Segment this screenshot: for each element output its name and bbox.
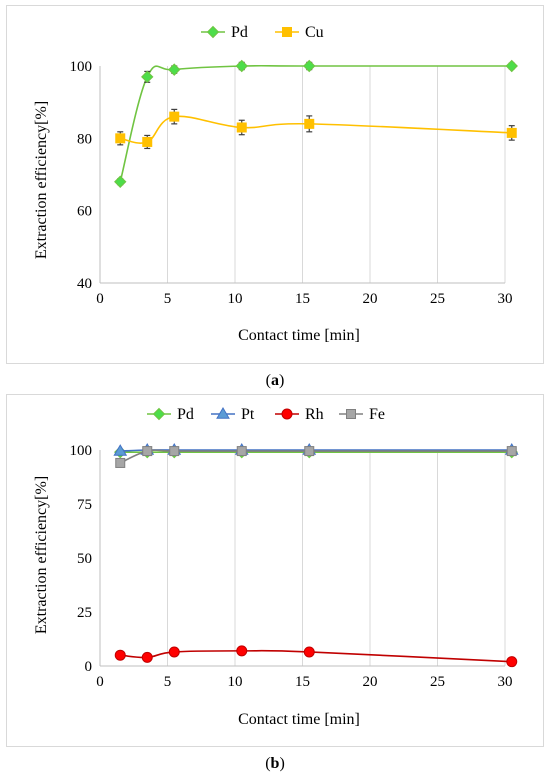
series-line-pd bbox=[119, 64, 512, 182]
legend-swatch-marker bbox=[152, 407, 166, 421]
panel-a-caption-letter: a bbox=[271, 372, 279, 389]
data-point-cu bbox=[236, 122, 247, 133]
data-point-rh bbox=[114, 649, 126, 661]
legend-swatch-marker bbox=[206, 25, 220, 39]
y-tick-label: 80 bbox=[77, 131, 92, 147]
panel-a-axes: 40 60 80 100 0 5 10 15 20 25 30 bbox=[70, 59, 513, 307]
legend-label: Pd bbox=[231, 24, 248, 41]
y-tick-label: 100 bbox=[70, 443, 93, 459]
legend-item-pd: Pd bbox=[147, 406, 194, 423]
panel-a-caption-open: ( bbox=[266, 372, 271, 389]
data-point-rh bbox=[303, 646, 315, 658]
data-point-cu bbox=[115, 133, 126, 144]
x-tick-label: 25 bbox=[430, 674, 445, 690]
data-point-cu bbox=[506, 127, 517, 138]
y-tick-label: 25 bbox=[77, 605, 92, 621]
x-tick-label: 0 bbox=[96, 291, 104, 307]
data-point-cu bbox=[142, 136, 153, 147]
panel-b-axes: 0 25 50 75 100 0 5 10 15 20 25 30 bbox=[70, 443, 513, 690]
legend-item-cu: Cu bbox=[275, 24, 324, 41]
panel-a-caption: (a) bbox=[266, 372, 285, 389]
legend-label: Fe bbox=[369, 406, 385, 423]
legend-item-fe: Fe bbox=[339, 406, 385, 423]
panel-b-caption-open: ( bbox=[265, 755, 270, 772]
x-tick-label: 5 bbox=[164, 291, 172, 307]
legend-swatch-marker bbox=[282, 27, 292, 37]
legend-item-rh: Rh bbox=[275, 406, 324, 423]
x-tick-label: 15 bbox=[295, 291, 310, 307]
panel-a-grid bbox=[167, 66, 506, 283]
chart-panel-b: 0 25 50 75 100 0 5 10 15 20 25 30 Pd Pt Rh Fe Contact … bbox=[6, 394, 544, 747]
data-point-fe bbox=[236, 446, 247, 457]
panel-a-legend: Pd Cu bbox=[201, 24, 324, 41]
panel-a-series bbox=[114, 59, 518, 188]
x-tick-label: 5 bbox=[164, 674, 172, 690]
y-tick-label: 50 bbox=[77, 551, 92, 567]
legend-item-pt: Pt bbox=[211, 406, 255, 423]
panel-b-border bbox=[6, 394, 544, 747]
panel-a-caption-close: ) bbox=[279, 372, 284, 389]
data-point-pd bbox=[114, 175, 127, 188]
data-point-fe bbox=[304, 446, 315, 457]
x-tick-label: 10 bbox=[228, 291, 243, 307]
chart-panel-a: 40 60 80 100 0 5 10 15 20 25 30 Pd Cu Contact time … bbox=[6, 5, 544, 364]
x-tick-label: 10 bbox=[228, 674, 243, 690]
y-tick-label: 40 bbox=[77, 276, 92, 292]
data-point-pd bbox=[303, 59, 316, 73]
panel-b-caption-letter: b bbox=[271, 755, 280, 772]
y-tick-label: 0 bbox=[85, 659, 93, 675]
panel-b-x-axis-label: Contact time [min] bbox=[238, 711, 360, 728]
data-point-pd bbox=[141, 70, 154, 84]
panel-b-caption-close: ) bbox=[279, 755, 284, 772]
data-point-pd bbox=[235, 59, 248, 73]
x-tick-label: 20 bbox=[363, 291, 378, 307]
x-tick-label: 25 bbox=[430, 291, 445, 307]
y-tick-label: 60 bbox=[77, 204, 92, 220]
data-point-fe bbox=[506, 446, 517, 457]
legend-label: Pt bbox=[241, 406, 255, 423]
data-point-rh bbox=[168, 646, 180, 658]
data-point-pd bbox=[505, 59, 518, 73]
y-tick-label: 75 bbox=[77, 497, 92, 513]
legend-swatch-marker bbox=[216, 407, 230, 419]
legend-item-pd: Pd bbox=[201, 24, 248, 41]
data-point-rh bbox=[141, 651, 153, 663]
data-point-cu bbox=[304, 118, 315, 129]
panel-a-y-axis-label: Extraction efficiency[%] bbox=[33, 101, 50, 259]
legend-label: Cu bbox=[305, 24, 324, 41]
data-point-pt bbox=[113, 444, 128, 456]
panel-b-legend: Pd Pt Rh Fe bbox=[147, 406, 385, 423]
legend-swatch-marker bbox=[346, 409, 356, 419]
legend-label: Rh bbox=[305, 406, 324, 423]
data-point-rh bbox=[506, 656, 518, 668]
panel-b-caption: (b) bbox=[265, 755, 285, 772]
legend-swatch-marker bbox=[281, 408, 293, 420]
y-tick-label: 100 bbox=[70, 59, 93, 75]
x-tick-label: 20 bbox=[363, 674, 378, 690]
data-point-pd bbox=[168, 63, 181, 76]
legend-label: Pd bbox=[177, 406, 194, 423]
panel-b-grid bbox=[167, 450, 506, 666]
data-point-fe bbox=[169, 446, 180, 457]
data-point-fe bbox=[115, 457, 126, 468]
data-point-fe bbox=[142, 446, 153, 457]
x-tick-label: 30 bbox=[498, 674, 513, 690]
data-point-cu bbox=[169, 111, 180, 122]
panel-b-y-axis-label: Extraction efficiency[%] bbox=[33, 476, 50, 634]
x-tick-label: 30 bbox=[498, 291, 513, 307]
panel-b-series bbox=[113, 443, 519, 668]
data-point-rh bbox=[236, 645, 248, 657]
x-tick-label: 0 bbox=[96, 674, 104, 690]
x-tick-label: 15 bbox=[295, 674, 310, 690]
panel-a-x-axis-label: Contact time [min] bbox=[238, 327, 360, 344]
